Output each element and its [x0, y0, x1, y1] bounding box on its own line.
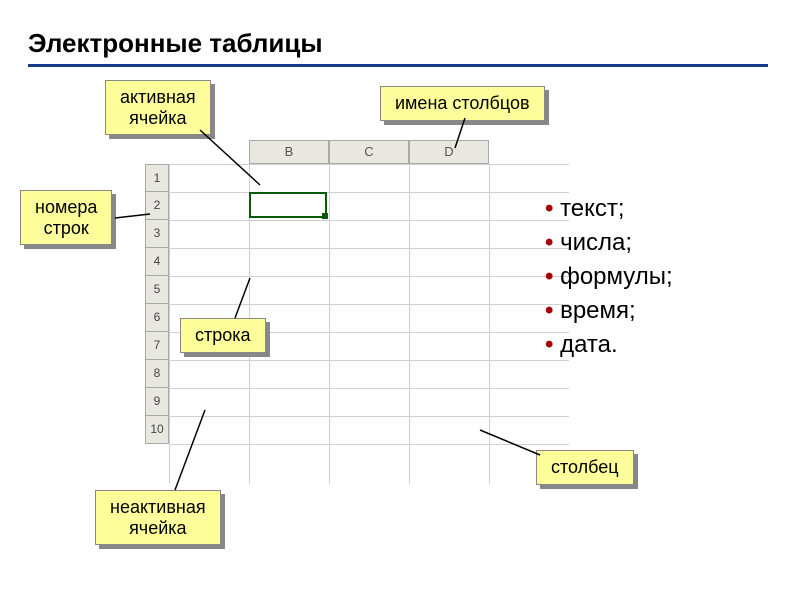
- pointer-row-numbers: [115, 210, 155, 230]
- callout-active-cell: активная ячейка: [105, 80, 211, 135]
- title-underline: [28, 64, 768, 67]
- callout-row-numbers: номера строк: [20, 190, 112, 245]
- col-header-c: C: [329, 140, 409, 164]
- row-header: 4: [145, 248, 169, 276]
- row-header: 9: [145, 388, 169, 416]
- row-header: 8: [145, 360, 169, 388]
- row-header: 6: [145, 304, 169, 332]
- pointer-column: [480, 430, 540, 460]
- callout-row: строка: [180, 318, 266, 353]
- page-title: Электронные таблицы: [28, 28, 323, 59]
- pointer-row: [230, 278, 260, 318]
- fill-handle[interactable]: [322, 213, 328, 219]
- list-item: числа;: [545, 229, 673, 257]
- row-header: 5: [145, 276, 169, 304]
- callout-inactive-cell: неактивная ячейка: [95, 490, 221, 545]
- row-header: 10: [145, 416, 169, 444]
- list-item: время;: [545, 297, 673, 325]
- row-header: 1: [145, 164, 169, 192]
- list-item: текст;: [545, 195, 673, 223]
- pointer-active-cell: [200, 130, 280, 200]
- pointer-column-names: [455, 118, 485, 158]
- callout-column-names: имена столбцов: [380, 86, 545, 121]
- row-header: 7: [145, 332, 169, 360]
- callout-column: столбец: [536, 450, 634, 485]
- list-item: дата.: [545, 331, 673, 359]
- list-item: формулы;: [545, 263, 673, 291]
- pointer-inactive-cell: [175, 410, 215, 490]
- data-types-list: текст; числа; формулы; время; дата.: [545, 195, 673, 365]
- row-headers-col: 1 2 3 4 5 6 7 8 9 10: [145, 164, 169, 444]
